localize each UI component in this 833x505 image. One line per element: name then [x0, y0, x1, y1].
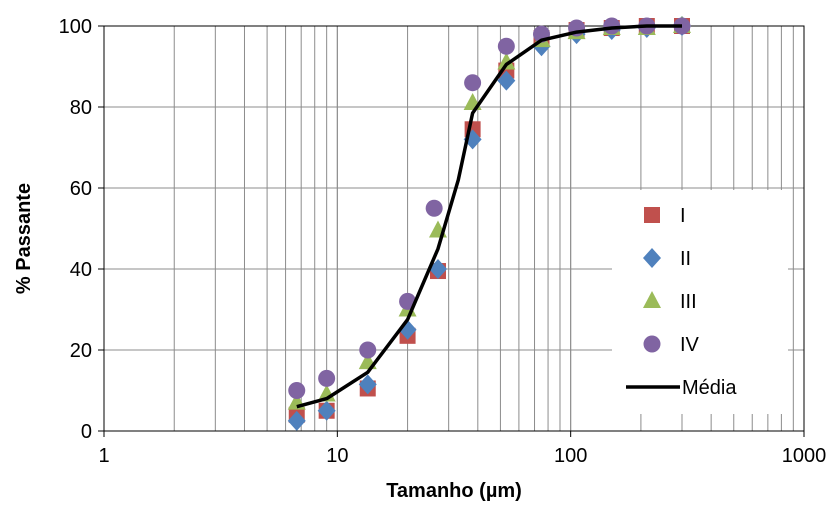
- x-axis-title: Tamanho (µm): [386, 480, 522, 502]
- y-tick-label: 60: [70, 178, 92, 200]
- data-point-iv: [464, 74, 482, 92]
- legend-swatch-iv: [643, 335, 661, 353]
- legend-label-ii: II: [680, 248, 691, 270]
- data-point-ii: [358, 374, 377, 395]
- y-tick-label: 40: [70, 259, 92, 281]
- legend-label-media: Média: [682, 377, 737, 399]
- legend-label-iii: III: [680, 291, 697, 313]
- data-point-iv: [318, 369, 336, 387]
- data-point-iv: [288, 382, 306, 399]
- x-axis-ticks: 1 10 100 1000: [98, 431, 826, 467]
- y-axis-ticks: 0 20 40 60 80 100: [59, 16, 104, 443]
- legend-swatch-iii: [643, 291, 661, 308]
- x-tick-label: 100: [554, 445, 587, 467]
- legend-label-iv: IV: [680, 334, 700, 356]
- data-point-iii: [497, 52, 516, 70]
- data-point-ii: [317, 400, 336, 421]
- data-point-iv: [359, 341, 377, 359]
- y-tick-label: 0: [81, 421, 92, 443]
- x-tick-label: 1000: [782, 445, 827, 467]
- series-iv: [288, 17, 691, 399]
- y-axis-title: % Passante: [13, 183, 35, 294]
- legend-label-i: I: [680, 205, 686, 227]
- data-point-iv: [425, 199, 443, 217]
- y-tick-label: 80: [70, 97, 92, 119]
- series-layer: [287, 16, 691, 431]
- y-tick-label: 20: [70, 340, 92, 362]
- y-tick-label: 100: [59, 16, 92, 38]
- plot-frame: [103, 25, 805, 432]
- series-line-media: [296, 24, 682, 409]
- legend-box: [612, 190, 788, 414]
- x-tick-label: 10: [326, 445, 348, 467]
- legend-swatch-ii: [643, 248, 661, 268]
- x-tick-label: 1: [98, 445, 109, 467]
- data-point-ii: [497, 70, 516, 91]
- legend-swatch-i: [644, 207, 660, 223]
- data-point-ii: [428, 259, 447, 279]
- data-point-ii: [287, 410, 306, 431]
- data-point-iv: [497, 37, 515, 55]
